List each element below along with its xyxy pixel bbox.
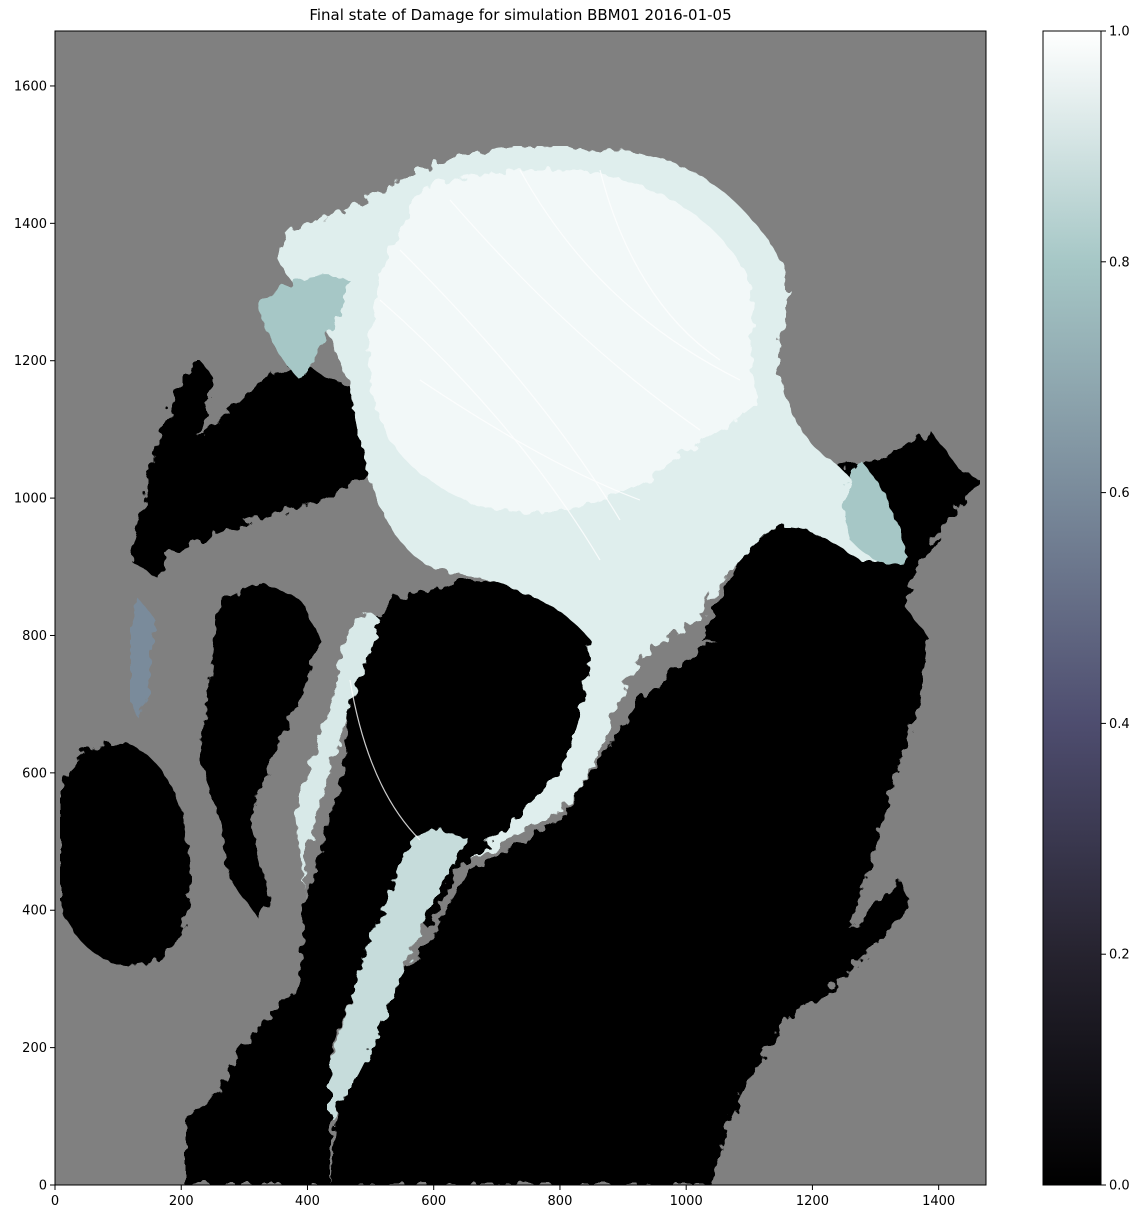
- y-tick-label: 0: [39, 1179, 47, 1194]
- chart-title: Final state of Damage for simulation BBM…: [309, 6, 732, 24]
- x-tick-label: 800: [548, 1194, 573, 1209]
- y-tick-label: 1600: [14, 79, 47, 94]
- y-tick-label: 600: [22, 766, 47, 781]
- plot-frame: [54, 30, 987, 1186]
- y-tick-label: 800: [22, 629, 47, 644]
- x-tick-label: 1000: [670, 1194, 703, 1209]
- x-tick-label: 1400: [922, 1194, 955, 1209]
- colorbar-tick-label: 0.4: [1109, 717, 1130, 732]
- x-tick-label: 600: [421, 1194, 446, 1209]
- colorbar: [1042, 30, 1102, 1186]
- colorbar-tick-label: 1.0: [1109, 25, 1130, 40]
- x-tick-label: 200: [169, 1194, 194, 1209]
- x-tick-label: 400: [295, 1194, 320, 1209]
- y-tick-label: 1200: [14, 354, 47, 369]
- colorbar-tick-label: 0.2: [1109, 948, 1130, 963]
- map-image: [55, 31, 986, 1185]
- colorbar-ticks: 0.0 0.2 0.4 0.6 0.8 1.0: [1101, 25, 1130, 1194]
- colorbar-tick-label: 0.0: [1109, 1179, 1130, 1194]
- x-tick-label: 0: [51, 1194, 59, 1209]
- colorbar-tick-label: 0.6: [1109, 486, 1130, 501]
- y-tick-label: 200: [22, 1041, 47, 1056]
- y-axis: 0 200 400 600 800 1000 1200 1400 1600: [14, 79, 55, 1194]
- y-tick-label: 400: [22, 904, 47, 919]
- y-tick-label: 1400: [14, 217, 47, 232]
- x-axis: 0 200 400 600 800 1000 1200 1400: [51, 1185, 955, 1209]
- x-tick-label: 1200: [796, 1194, 829, 1209]
- y-tick-label: 1000: [14, 492, 47, 507]
- sea-ice-damage: [130, 146, 910, 1120]
- damage-streaks: [349, 169, 741, 841]
- colorbar-tick-label: 0.8: [1109, 255, 1130, 270]
- ocean-region: [60, 360, 980, 1185]
